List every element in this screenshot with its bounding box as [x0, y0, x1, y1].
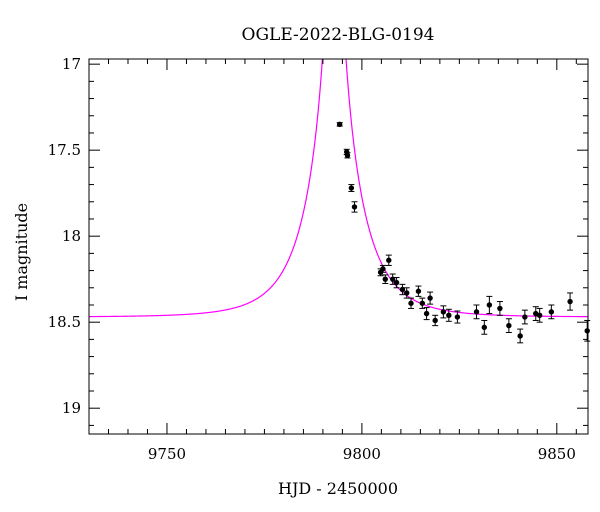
- data-point: [481, 324, 488, 331]
- plot-frame: [88, 58, 589, 435]
- data-point: [473, 309, 480, 315]
- chart-title: OGLE-2022-BLG-0194: [242, 25, 435, 45]
- data-point: [419, 300, 426, 306]
- x-tick-label: 9800: [343, 445, 381, 463]
- data-point: [351, 204, 358, 210]
- data-point: [423, 310, 430, 317]
- x-tick-label: 9750: [148, 445, 186, 463]
- x-tick-label: 9850: [538, 445, 576, 463]
- model-curve: [89, 59, 588, 318]
- data-point: [497, 305, 503, 312]
- data-point: [522, 314, 528, 320]
- data-point: [446, 312, 452, 319]
- data-point: [408, 300, 414, 306]
- data-point: [336, 121, 343, 128]
- data-point: [567, 298, 573, 305]
- data-point: [348, 185, 355, 191]
- y-tick-label: 19: [62, 399, 81, 417]
- data-point: [386, 257, 392, 263]
- data-point: [536, 312, 543, 319]
- data-point: [440, 309, 447, 315]
- data-point: [584, 328, 590, 334]
- data-point: [415, 288, 422, 294]
- data-point: [427, 295, 433, 301]
- data-point: [380, 266, 386, 272]
- data-point: [344, 152, 351, 159]
- data-point: [393, 279, 400, 286]
- data-point: [382, 276, 388, 282]
- y-axis-label: I magnitude: [12, 203, 31, 301]
- data-point: [404, 290, 410, 296]
- data-point: [486, 302, 493, 308]
- x-axis-label: HJD - 2450000: [278, 479, 398, 498]
- y-tick-label: 17: [62, 55, 81, 73]
- data-point: [517, 333, 523, 339]
- data-point: [548, 309, 555, 315]
- y-tick-label: 18: [62, 227, 81, 245]
- plot-area: 9750 9800 9850 17 17.5 18 18.5 19: [48, 55, 591, 463]
- data-point: [506, 322, 512, 329]
- y-tick-label: 17.5: [48, 141, 81, 159]
- data-point: [432, 317, 438, 324]
- data-point: [454, 314, 461, 320]
- y-tick-label: 18.5: [48, 313, 81, 331]
